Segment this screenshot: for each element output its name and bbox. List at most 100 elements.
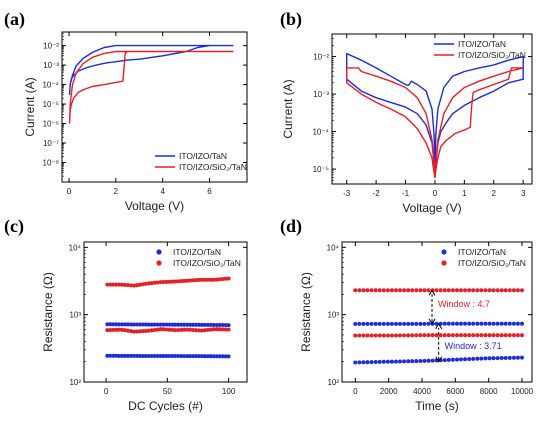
panel-label: (c) bbox=[4, 216, 24, 237]
data-point bbox=[495, 288, 500, 293]
data-point bbox=[353, 321, 358, 326]
y-axis-title: Resistance (Ω) bbox=[41, 272, 55, 352]
data-point bbox=[369, 321, 374, 326]
arrow-head-bottom bbox=[428, 318, 436, 325]
x-tick-label: 0 bbox=[433, 189, 438, 198]
data-point bbox=[483, 333, 488, 338]
data-point bbox=[402, 321, 407, 326]
data-point bbox=[418, 288, 423, 293]
panel-label: (d) bbox=[280, 216, 302, 237]
data-point bbox=[503, 321, 508, 326]
data-point bbox=[511, 333, 516, 338]
data-point bbox=[426, 333, 431, 338]
data-point bbox=[471, 333, 476, 338]
data-point bbox=[499, 355, 504, 361]
series-0-HRS bbox=[105, 322, 231, 328]
data-point bbox=[507, 321, 512, 326]
data-point bbox=[385, 288, 390, 293]
data-point bbox=[353, 333, 358, 338]
data-point bbox=[450, 321, 455, 326]
data-point bbox=[503, 333, 508, 338]
data-point bbox=[402, 333, 407, 338]
data-point bbox=[454, 333, 460, 338]
data-point bbox=[357, 288, 362, 293]
data-point bbox=[373, 288, 378, 293]
data-point bbox=[402, 359, 407, 364]
y-tick-label: 10⁻³ bbox=[43, 61, 59, 70]
data-point bbox=[519, 333, 525, 338]
y-tick-label: 10⁻⁴ bbox=[42, 81, 59, 90]
data-point bbox=[414, 288, 419, 293]
data-point bbox=[410, 321, 415, 326]
data-point bbox=[503, 288, 508, 293]
data-point bbox=[377, 288, 382, 293]
data-point bbox=[414, 333, 419, 338]
data-point bbox=[450, 357, 455, 362]
x-tick-label: 100 bbox=[222, 387, 236, 396]
data-point bbox=[410, 288, 415, 293]
data-point bbox=[397, 359, 403, 364]
y-tick-label: 10⁴ bbox=[69, 243, 82, 252]
data-point bbox=[410, 359, 415, 364]
data-point bbox=[483, 356, 488, 361]
data-point bbox=[475, 321, 480, 326]
data-point bbox=[515, 355, 520, 360]
data-point bbox=[389, 359, 394, 364]
panel-1: (b) -3 -2 -1 0 1 2 3 10⁻⁵ 10⁻⁴ 10⁻³ 10⁻² Voltage (V)… bbox=[280, 9, 533, 215]
data-point bbox=[414, 359, 419, 364]
data-point bbox=[458, 321, 464, 326]
x-tick-label: 6 bbox=[207, 187, 212, 196]
data-point bbox=[406, 359, 411, 364]
panel-label: (b) bbox=[280, 9, 302, 30]
data-point bbox=[422, 333, 427, 338]
panel-3: (d) 0 2000 4000 6000 8000 10000 10² 10³ 10⁴ Time (… bbox=[280, 216, 534, 413]
data-point bbox=[381, 333, 386, 338]
x-tick-label: 2 bbox=[114, 187, 119, 196]
data-point bbox=[422, 358, 427, 363]
y-tick-label: 10⁻⁸ bbox=[43, 159, 60, 168]
data-point bbox=[495, 321, 500, 326]
series-3-LRS bbox=[105, 327, 231, 334]
data-point bbox=[430, 333, 435, 338]
series-line-0 bbox=[68, 44, 234, 95]
data-point bbox=[507, 355, 512, 360]
data-point bbox=[373, 359, 378, 365]
data-point bbox=[519, 355, 525, 360]
x-tick-label: 4000 bbox=[413, 387, 431, 396]
data-point bbox=[487, 321, 492, 326]
series-3-LRS bbox=[353, 333, 525, 338]
data-point bbox=[385, 333, 390, 338]
data-point bbox=[507, 333, 512, 338]
data-point bbox=[479, 356, 484, 361]
data-point bbox=[479, 333, 484, 338]
y-tick-label: 10³ bbox=[327, 311, 339, 320]
x-tick-label: -3 bbox=[343, 189, 351, 198]
data-point bbox=[446, 333, 451, 338]
x-tick-label: 6000 bbox=[446, 387, 464, 396]
data-point bbox=[454, 357, 460, 362]
data-point bbox=[361, 321, 366, 326]
series-0-HRS bbox=[353, 321, 525, 326]
arrow-head-bottom bbox=[435, 356, 443, 363]
data-point bbox=[503, 355, 508, 361]
data-point bbox=[479, 321, 484, 326]
panel-label: (a) bbox=[4, 9, 25, 30]
data-point bbox=[361, 333, 366, 338]
data-point bbox=[406, 321, 411, 326]
y-tick-label: 10⁻⁵ bbox=[313, 165, 329, 174]
y-axis-title: Resistance (Ω) bbox=[299, 272, 313, 352]
arrow-head-top bbox=[428, 289, 436, 296]
data-point bbox=[499, 288, 504, 293]
x-tick-label: 0 bbox=[353, 387, 358, 396]
data-point bbox=[483, 321, 488, 326]
legend-label: ITO/IZO/SiO₂/TaN bbox=[179, 162, 247, 172]
data-point bbox=[519, 321, 525, 326]
data-point bbox=[226, 276, 231, 281]
data-point bbox=[402, 288, 407, 293]
series-line-0 bbox=[346, 52, 524, 179]
data-point bbox=[511, 321, 516, 326]
arrow-head-top bbox=[435, 322, 443, 330]
data-point bbox=[393, 359, 399, 364]
data-point bbox=[434, 288, 439, 293]
